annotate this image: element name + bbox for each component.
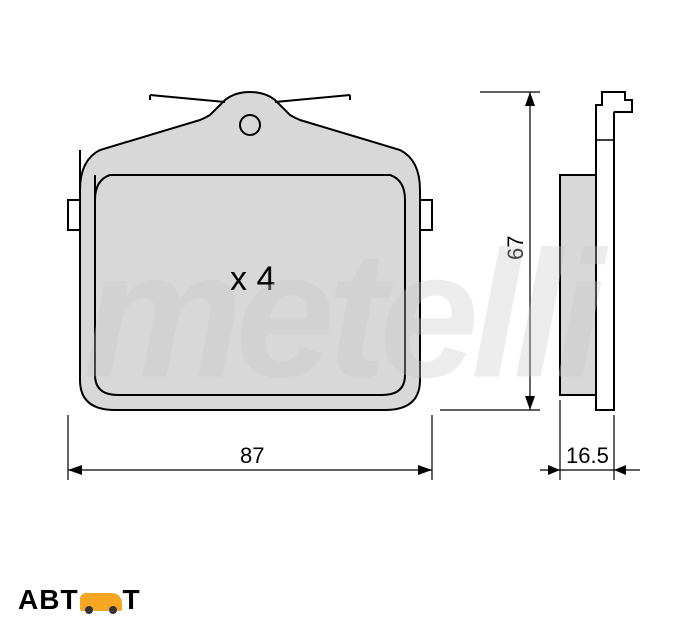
brake-pad-side-view: [560, 92, 632, 410]
brake-pad-front-view: [68, 92, 432, 410]
dimension-height-value: 67: [503, 236, 528, 260]
technical-drawing: x 4 87 67: [0, 0, 680, 630]
logo-text-before: ABT: [18, 584, 79, 615]
car-icon: [80, 593, 122, 611]
brand-logo: ABT T: [18, 584, 141, 616]
dimension-width-value: 87: [240, 443, 264, 468]
dimension-width: 87: [68, 415, 432, 480]
diagram-container: metelli x 4: [0, 0, 680, 630]
dimension-thickness: 16.5: [540, 400, 640, 480]
dimension-height: 67: [440, 92, 540, 410]
quantity-label: x 4: [230, 260, 275, 298]
dimension-thickness-value: 16.5: [566, 443, 609, 468]
logo-text-after: T: [123, 584, 141, 615]
